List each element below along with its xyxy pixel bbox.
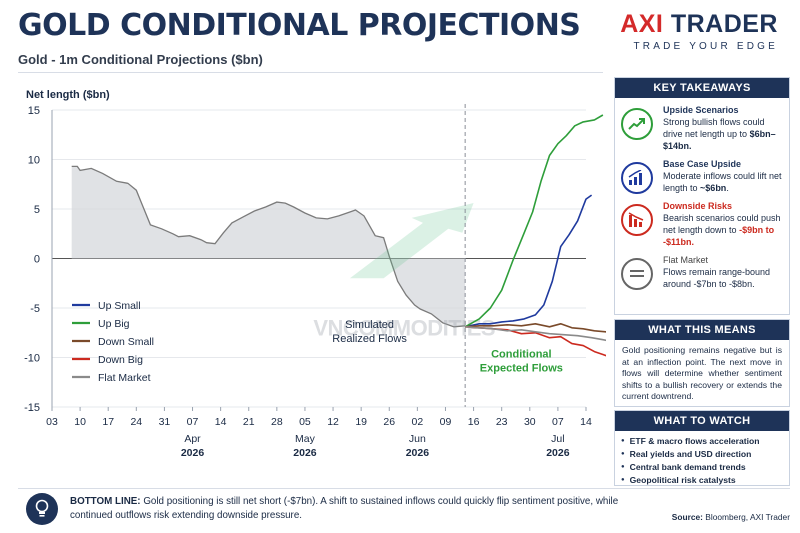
- x-tick-label: 24: [130, 416, 142, 428]
- x-tick-label: 26: [383, 416, 395, 428]
- x-tick-label: 03: [46, 416, 58, 428]
- what-to-watch-panel: WHAT TO WATCH ETF & macro flows accelera…: [614, 410, 790, 486]
- y-axis-label: Net length ($bn): [26, 89, 110, 101]
- takeaway-title: Base Case Upside: [663, 159, 742, 169]
- takeaway-upside: Upside Scenarios Strong bullish flows co…: [615, 98, 789, 152]
- what-this-means-body: Gold positioning remains negative but is…: [622, 345, 782, 402]
- brand-trader: TRADER: [670, 10, 778, 38]
- y-tick-label: 5: [34, 204, 40, 216]
- watch-item: Real yields and USD direction: [621, 448, 783, 461]
- equals-icon: [621, 258, 653, 290]
- x-year-label: 2026: [406, 447, 430, 459]
- realized-annotation-line1: Simulated: [345, 319, 394, 331]
- takeaway-text: Moderate inflows could lift net length t…: [663, 171, 782, 193]
- header-divider: [18, 72, 603, 73]
- takeaway-after: .: [726, 183, 729, 193]
- key-takeaways-panel: KEY TAKEAWAYS Upside Scenarios Strong bu…: [614, 77, 790, 315]
- brand-axi: AXI: [620, 10, 664, 38]
- x-tick-label: 28: [271, 416, 283, 428]
- lightbulb-icon: [26, 492, 58, 525]
- series-down-small: [465, 323, 606, 333]
- what-this-means-heading: WHAT THIS MEANS: [615, 320, 789, 340]
- y-tick-label: -15: [24, 402, 40, 414]
- y-tick-label: -5: [30, 303, 40, 315]
- x-tick-label: 21: [243, 416, 255, 428]
- x-month-label: Jun: [409, 433, 426, 445]
- x-tick-label: 14: [580, 416, 592, 428]
- key-takeaways-heading: KEY TAKEAWAYS: [615, 78, 789, 98]
- x-tick-label: 31: [159, 416, 171, 428]
- legend-label: Down Small: [98, 336, 154, 348]
- x-month-label: Jul: [551, 433, 564, 445]
- legend-label: Up Big: [98, 318, 130, 330]
- legend-label: Down Big: [98, 354, 143, 366]
- x-year-label: 2026: [181, 447, 205, 459]
- takeaway-highlight: $6bn–$14bn.: [663, 129, 776, 151]
- y-tick-label: 0: [34, 254, 40, 266]
- takeaway-text: Flows remain range-bound around -$7bn to…: [663, 267, 771, 289]
- x-tick-label: 09: [440, 416, 452, 428]
- bottom-line-bar: BOTTOM LINE: Gold positioning is still n…: [18, 488, 790, 528]
- source-label: Source:: [671, 512, 703, 522]
- series-up-big: [464, 114, 604, 328]
- series-up-small: [464, 194, 593, 328]
- realized-area: [71, 166, 466, 327]
- takeaway-highlight: -$9bn to -$11bn.: [663, 225, 775, 247]
- bottom-line-text: Gold positioning is still net short (-$7…: [70, 495, 619, 521]
- series-flat-market: [465, 326, 606, 342]
- takeaway-highlight: ~$6bn: [700, 183, 727, 193]
- takeaway-downside: Downside Risks Bearish scenarios could p…: [615, 194, 789, 248]
- trend-up-icon: [621, 108, 653, 140]
- brand-tagline: TRADE YOUR EDGE: [633, 41, 778, 52]
- x-tick-label: 10: [74, 416, 86, 428]
- takeaway-title: Flat Market: [663, 255, 709, 265]
- page-title: GOLD CONDITIONAL PROJECTIONS: [18, 8, 581, 43]
- takeaway-text: Bearish scenarios could push net length …: [663, 213, 781, 235]
- x-tick-label: 30: [524, 416, 536, 428]
- takeaway-title: Upside Scenarios: [663, 105, 739, 115]
- expected-annotation-line1: Conditional: [491, 349, 552, 361]
- y-tick-label: 15: [28, 105, 40, 117]
- x-year-label: 2026: [546, 447, 570, 459]
- legend-label: Up Small: [98, 300, 141, 312]
- x-tick-label: 23: [496, 416, 508, 428]
- takeaway-text: Strong bullish flows could drive net len…: [663, 117, 765, 139]
- x-tick-label: 16: [468, 416, 480, 428]
- legend-label: Flat Market: [98, 372, 151, 384]
- what-this-means-panel: WHAT THIS MEANS Gold positioning remains…: [614, 319, 790, 407]
- watch-item: Central bank demand trends: [621, 461, 783, 474]
- x-tick-label: 05: [299, 416, 311, 428]
- x-tick-label: 07: [187, 416, 199, 428]
- takeaway-title: Downside Risks: [663, 201, 733, 211]
- brand-logo: AXI TRADER TRADE YOUR EDGE: [620, 10, 778, 52]
- x-tick-label: 19: [355, 416, 367, 428]
- x-tick-label: 07: [552, 416, 564, 428]
- realized-annotation-line2: Realized Flows: [332, 333, 407, 345]
- x-tick-label: 02: [412, 416, 424, 428]
- x-month-label: Apr: [184, 433, 201, 445]
- watch-item: Geopolitical risk catalysts: [621, 474, 783, 487]
- source-text: Bloomberg, AXI Trader: [705, 512, 790, 522]
- realized-line: [71, 165, 466, 328]
- x-tick-label: 12: [327, 416, 339, 428]
- expected-annotation-line2: Expected Flows: [480, 363, 563, 375]
- y-tick-label: 10: [28, 155, 40, 167]
- x-year-label: 2026: [293, 447, 317, 459]
- bottom-line-label: BOTTOM LINE:: [70, 495, 141, 507]
- bar-chart-up-icon: [621, 162, 653, 194]
- what-to-watch-heading: WHAT TO WATCH: [615, 411, 789, 431]
- x-tick-label: 14: [215, 416, 227, 428]
- bar-chart-down-icon: [621, 204, 653, 236]
- watch-item: ETF & macro flows acceleration: [621, 435, 783, 448]
- takeaway-base-case: Base Case Upside Moderate inflows could …: [615, 152, 789, 194]
- page-subtitle: Gold - 1m Conditional Projections ($bn): [18, 52, 263, 67]
- takeaway-flat: Flat Market Flows remain range-bound aro…: [615, 248, 789, 290]
- watermark-arrow: [349, 203, 474, 279]
- x-tick-label: 17: [102, 416, 114, 428]
- x-month-label: May: [295, 433, 316, 445]
- source-note: Source: Bloomberg, AXI Trader: [672, 512, 790, 522]
- y-tick-label: -10: [24, 353, 40, 365]
- projection-chart: Net length ($bn)151050-5-10-15VNCOMMODIT…: [24, 89, 606, 459]
